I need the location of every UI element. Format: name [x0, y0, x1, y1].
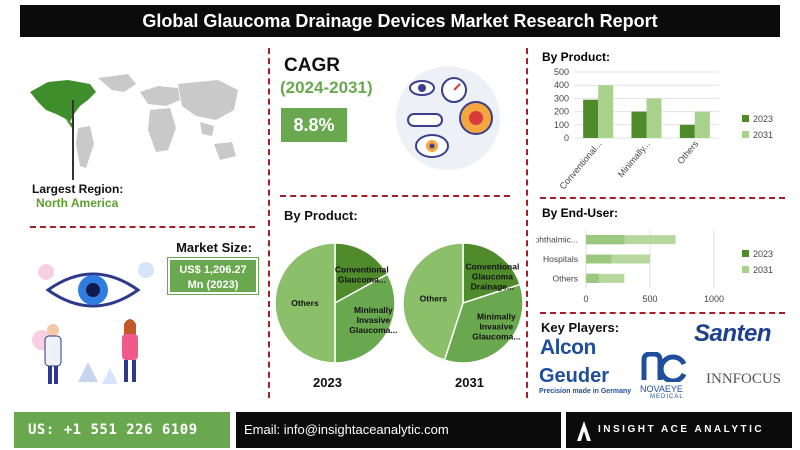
x-tick-label: 1000: [704, 294, 724, 304]
bar-2031: [586, 235, 676, 245]
divider: [526, 48, 528, 398]
region-value: North America: [36, 196, 119, 210]
novaeye-subtitle: MEDICAL: [650, 394, 684, 400]
phone-number[interactable]: US: +1 551 226 6109: [14, 412, 230, 448]
pie-slice-label: Glaucoma...: [338, 275, 386, 285]
bar-2031: [586, 273, 625, 283]
pie-slice: [443, 283, 524, 364]
cagr-value: 8.8%: [281, 108, 347, 142]
legend-label: 2031: [753, 265, 773, 275]
pie-slice-label: Invasive: [357, 315, 391, 325]
y-tick-label: 400: [554, 80, 569, 90]
pie-slice: [274, 242, 336, 364]
y-tick-label: 200: [554, 107, 569, 117]
divider: [540, 197, 785, 199]
market-size-line1: US$ 1,206.27: [179, 264, 247, 276]
market-size-value: US$ 1,206.27 Mn (2023): [167, 257, 259, 295]
pie-section-title: By Product:: [284, 208, 358, 223]
brand-logo-icon: [577, 421, 591, 441]
bar-2031: [586, 254, 650, 264]
novaeye-logo: NOVAEYE: [640, 384, 683, 394]
product-bar-chart: By Product: 0 100 200 300 400 500 Conventional.…: [542, 50, 773, 191]
x-tick-label: 0: [583, 294, 588, 304]
geuder-tagline: Precision made in Germany: [539, 388, 632, 395]
pie-chart-2023: ConventionalGlaucoma...MinimallyInvasive…: [274, 242, 397, 364]
key-players-title: Key Players:: [541, 320, 620, 335]
legend-swatch: [742, 266, 749, 273]
x-tick-label: Minimally...: [616, 139, 652, 179]
chart-title: By End-User:: [542, 206, 618, 220]
bar-2031: [646, 98, 662, 138]
divider: [280, 195, 510, 197]
x-tick-label: 500: [642, 294, 657, 304]
world-map: [30, 74, 238, 168]
market-size-line2: Mn (2023): [187, 279, 239, 291]
cagr-title: CAGR: [284, 55, 340, 76]
alcon-logo: Alcon: [540, 336, 596, 359]
bar-2031: [598, 85, 614, 138]
brand-text: INSIGHT ACE ANALYTIC: [598, 424, 765, 435]
bar-2023: [583, 99, 599, 138]
pie-slice-label: Drainage...: [471, 281, 514, 291]
pie-slice: [462, 242, 522, 305]
pie-slice: [334, 242, 389, 305]
pie-slice-label: Others: [291, 298, 319, 308]
pie-slice-label: Minimally: [354, 305, 393, 315]
pie-year-2023: 2023: [313, 375, 342, 390]
y-tick-label: Ophthalmic...: [536, 235, 578, 245]
pie-slice-label: Others: [420, 293, 448, 303]
region-pointer: [72, 100, 74, 180]
pie-slice-label: Glaucoma...: [472, 331, 520, 341]
y-tick-label: 0: [564, 133, 569, 143]
bar-2031: [694, 111, 710, 138]
pie-year-2031: 2031: [455, 375, 484, 390]
chart-title: By Product:: [542, 50, 610, 64]
y-tick-label: 300: [554, 93, 569, 103]
santen-logo: Santen: [694, 320, 772, 347]
email-contact[interactable]: Email: info@insightaceanalytic.com: [236, 412, 561, 448]
pie-slice: [402, 242, 464, 362]
y-tick-label: Others: [552, 273, 578, 283]
x-tick-label: Others: [675, 138, 700, 166]
x-tick-label: Conventional...: [557, 139, 603, 191]
page-title: Global Glaucoma Drainage Devices Market …: [20, 5, 780, 37]
geuder-logo: Geuder: [539, 365, 610, 387]
region-label: Largest Region:: [32, 182, 124, 196]
legend-swatch: [742, 115, 749, 122]
pie-slice-label: Glaucoma...: [349, 325, 397, 335]
legend-label: 2031: [753, 130, 773, 140]
legend-label: 2023: [753, 114, 773, 124]
y-tick-label: Hospitals: [543, 254, 578, 264]
divider: [30, 226, 255, 228]
divider: [540, 312, 785, 314]
brand-name: INSIGHT ACE ANALYTIC: [566, 412, 792, 448]
pie-slice-label: Minimally: [477, 311, 516, 321]
legend-swatch: [742, 131, 749, 138]
y-tick-label: 500: [554, 67, 569, 77]
eye-diagnosis-illustration: [396, 66, 500, 170]
innfocus-logo: INNFOCUS: [706, 371, 782, 387]
legend-swatch: [742, 250, 749, 257]
y-tick-label: 100: [554, 120, 569, 130]
pie-slice-label: Conventional: [465, 261, 519, 271]
pie-slice: [334, 273, 396, 364]
legend-label: 2023: [753, 249, 773, 259]
bar-2023: [679, 124, 695, 138]
pie-slice-label: Invasive: [480, 321, 514, 331]
market-size-label: Market Size:: [176, 240, 252, 255]
pie-slice-label: Conventional: [335, 265, 389, 275]
novaeye-icon: [641, 352, 687, 382]
bar-2023: [631, 111, 647, 138]
cagr-period: (2024-2031): [280, 78, 373, 97]
end-user-bar-chart: By End-User: 0 500 1000 Ophthalmic... Hospita…: [536, 206, 773, 304]
pie-slice-label: Glaucoma: [472, 271, 513, 281]
eye-care-illustration: [32, 262, 154, 384]
divider: [268, 48, 270, 398]
